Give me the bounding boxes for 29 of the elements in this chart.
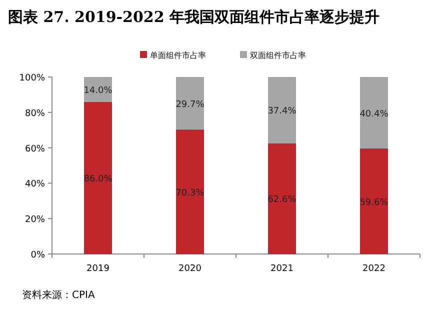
- bar: [268, 143, 296, 254]
- legend-label: 双面组件市占率: [250, 51, 306, 60]
- y-tick-label: 0%: [30, 250, 46, 260]
- data-label: 62.6%: [268, 195, 297, 206]
- y-tick-label: 100%: [19, 74, 46, 84]
- chart-title: 图表 27. 2019-2022 年我国双面组件市占率逐步提升: [8, 8, 380, 26]
- y-tick-label: 40%: [24, 180, 46, 190]
- data-label: 86.0%: [84, 174, 113, 184]
- data-label: 37.4%: [268, 106, 297, 117]
- text: 资料来源：CPIA: [22, 289, 95, 301]
- data-label: 59.6%: [360, 198, 389, 208]
- data-label: 40.4%: [360, 109, 389, 120]
- x-tick-label: 2019: [86, 264, 110, 274]
- bar: [176, 130, 204, 254]
- y-tick-label: 60%: [24, 144, 46, 154]
- data-label: 14.0%: [84, 86, 113, 96]
- bar: [84, 102, 112, 254]
- bar: [176, 77, 204, 130]
- data-label: 29.7%: [176, 100, 205, 110]
- data-label: 70.3%: [176, 188, 205, 198]
- y-tick-label: 80%: [24, 108, 46, 119]
- x-tick-label: 2020: [178, 264, 202, 274]
- bar: [268, 77, 296, 144]
- bar: [360, 77, 388, 149]
- x-tick-label: 2021: [270, 264, 294, 274]
- y-tick-label: 20%: [24, 215, 46, 226]
- legend-label: 单面组件市占率: [150, 51, 206, 60]
- x-tick-label: 2022: [362, 264, 386, 274]
- bar: [360, 148, 388, 254]
